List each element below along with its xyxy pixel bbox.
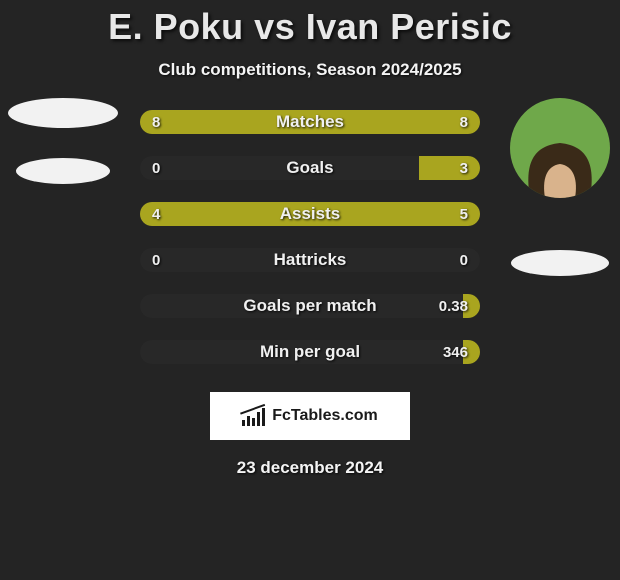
stat-bar-left-value: 4	[152, 202, 160, 226]
stat-bar-label: Matches	[140, 110, 480, 134]
snapshot-date: 23 december 2024	[237, 458, 384, 478]
stat-bar-right-value: 3	[460, 156, 468, 180]
left-player-avatar-placeholder	[8, 98, 118, 128]
stat-bar-right-value: 8	[460, 110, 468, 134]
right-player-club-placeholder	[511, 250, 609, 276]
stat-bar-left-value: 8	[152, 110, 160, 134]
stat-bar-right-value: 0.38	[439, 294, 468, 318]
stat-bar: Min per goal346	[140, 340, 480, 364]
stat-bar-label: Min per goal	[140, 340, 480, 364]
stat-bar-right-value: 5	[460, 202, 468, 226]
stat-bar-label: Goals	[140, 156, 480, 180]
comparison-subtitle: Club competitions, Season 2024/2025	[158, 60, 461, 80]
stat-bar-label: Goals per match	[140, 294, 480, 318]
left-player-column	[8, 98, 118, 184]
stat-bar-left-value: 0	[152, 156, 160, 180]
stat-bar: Hattricks0 0	[140, 248, 480, 272]
stat-bar-right-value: 0	[460, 248, 468, 272]
stat-bar-left-value: 0	[152, 248, 160, 272]
source-logo: FcTables.com	[210, 392, 410, 440]
right-player-column	[510, 98, 610, 276]
stat-bar: Goals per match0.38	[140, 294, 480, 318]
stat-bar-label: Hattricks	[140, 248, 480, 272]
stat-bar-right-value: 346	[443, 340, 468, 364]
source-logo-text: FcTables.com	[272, 407, 378, 425]
chart-icon	[242, 406, 266, 426]
stat-bar-label: Assists	[140, 202, 480, 226]
right-player-avatar	[510, 98, 610, 198]
comparison-title: E. Poku vs Ivan Perisic	[108, 6, 512, 48]
stat-bar: Goals0 3	[140, 156, 480, 180]
player-head-icon	[510, 98, 610, 198]
comparison-body: Matches88Goals03Assists45Hattricks00Goal…	[0, 110, 620, 364]
left-player-club-placeholder	[16, 158, 110, 184]
stat-bars: Matches88Goals03Assists45Hattricks00Goal…	[140, 110, 480, 364]
stat-bar: Matches8 8	[140, 110, 480, 134]
content-wrap: E. Poku vs Ivan Perisic Club competition…	[0, 0, 620, 478]
stat-bar: Assists4 5	[140, 202, 480, 226]
